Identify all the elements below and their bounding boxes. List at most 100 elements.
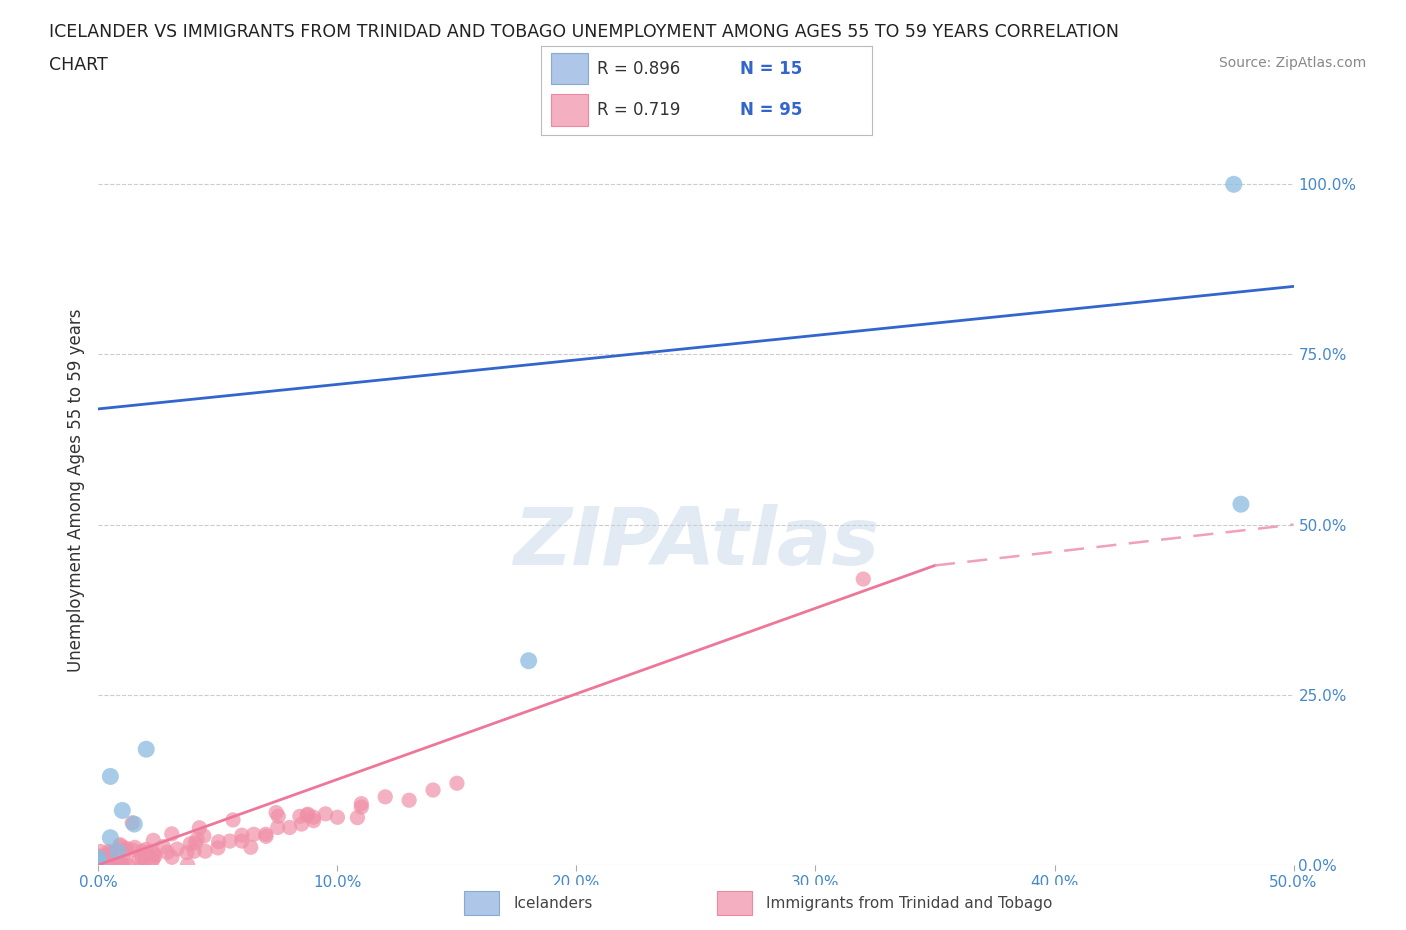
Text: Immigrants from Trinidad and Tobago: Immigrants from Trinidad and Tobago — [766, 896, 1053, 910]
Point — [97, 857, 120, 872]
Point — [132, 844, 155, 858]
Point — [105, 853, 128, 868]
Text: N = 15: N = 15 — [740, 60, 801, 77]
Point — [96, 852, 118, 867]
Point — [231, 828, 253, 843]
Point — [91, 852, 114, 867]
Point — [346, 810, 368, 825]
Point — [315, 806, 337, 821]
Text: R = 0.719: R = 0.719 — [598, 101, 681, 119]
Point — [134, 851, 156, 866]
Point — [115, 842, 138, 857]
Point — [156, 845, 179, 860]
Point — [194, 844, 217, 858]
Point — [110, 857, 132, 871]
Point — [114, 854, 136, 869]
Point — [100, 857, 122, 871]
Point — [107, 844, 129, 858]
Point — [87, 857, 110, 872]
Text: Icelanders: Icelanders — [513, 896, 592, 910]
Point — [91, 857, 114, 872]
Point — [852, 572, 875, 587]
Point — [101, 855, 124, 870]
Point — [184, 835, 207, 850]
Text: Source: ZipAtlas.com: Source: ZipAtlas.com — [1219, 56, 1367, 70]
Point — [374, 790, 396, 804]
Point — [87, 856, 110, 870]
Point — [267, 820, 290, 835]
Point — [108, 839, 131, 854]
Point — [239, 840, 262, 855]
Point — [114, 841, 136, 856]
Point — [141, 854, 163, 869]
Point — [90, 849, 112, 864]
Point — [100, 846, 122, 861]
Point — [422, 782, 444, 797]
Bar — [464, 891, 499, 915]
Point — [89, 844, 111, 859]
Point — [267, 809, 290, 824]
Point — [100, 844, 122, 859]
Point — [111, 803, 134, 817]
Bar — [551, 53, 588, 85]
Point — [188, 820, 211, 835]
Point — [108, 837, 131, 852]
Point — [350, 800, 373, 815]
Point — [142, 845, 165, 860]
Point — [111, 857, 134, 871]
Text: CHART: CHART — [49, 56, 108, 73]
Text: ZIPAtlas: ZIPAtlas — [513, 504, 879, 582]
Point — [97, 844, 120, 858]
Point — [207, 834, 229, 849]
Point — [142, 833, 165, 848]
Point — [143, 849, 166, 864]
Point — [517, 653, 540, 668]
Point — [302, 810, 325, 825]
Point — [96, 856, 118, 870]
Point — [87, 857, 110, 872]
Point — [207, 841, 229, 856]
Point — [160, 850, 183, 865]
Point — [87, 857, 110, 872]
Point — [135, 742, 157, 757]
Point — [288, 809, 311, 824]
Point — [160, 827, 183, 842]
Point — [107, 857, 129, 872]
Point — [135, 842, 157, 857]
Point — [398, 792, 420, 807]
Point — [124, 840, 146, 855]
Point — [108, 857, 131, 872]
Point — [100, 857, 122, 872]
Point — [278, 820, 301, 835]
Point — [166, 842, 188, 857]
Point — [93, 857, 115, 872]
Point — [193, 829, 215, 844]
Point — [176, 845, 198, 860]
Bar — [551, 94, 588, 126]
Point — [142, 851, 165, 866]
Point — [186, 831, 208, 846]
Point — [1230, 497, 1253, 512]
Point — [87, 854, 110, 869]
Point — [264, 805, 287, 820]
Point — [96, 857, 118, 872]
Point — [302, 813, 325, 828]
Point — [291, 817, 314, 831]
Point — [108, 857, 131, 872]
Point — [98, 769, 122, 784]
Point — [117, 857, 139, 872]
Point — [183, 844, 205, 858]
Text: N = 95: N = 95 — [740, 101, 801, 119]
Point — [89, 849, 111, 864]
Point — [131, 850, 153, 865]
Point — [295, 808, 318, 823]
Point — [243, 827, 266, 842]
Point — [91, 848, 114, 863]
Point — [105, 857, 128, 872]
Point — [222, 813, 245, 828]
Point — [231, 833, 253, 848]
Point — [98, 857, 121, 872]
Point — [90, 856, 112, 870]
Point — [128, 852, 150, 867]
Point — [100, 846, 122, 861]
